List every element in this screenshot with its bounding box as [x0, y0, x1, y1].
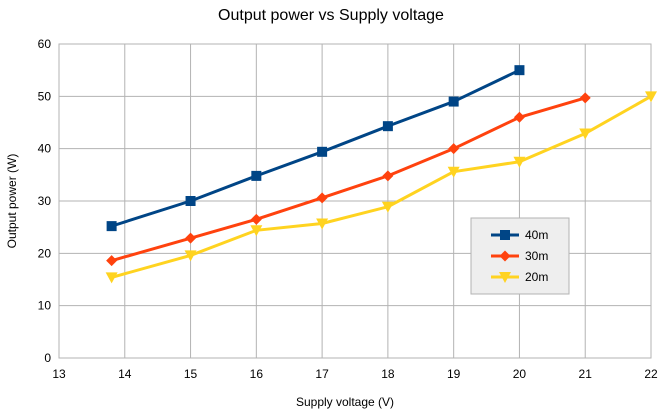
data-point-40m — [514, 65, 525, 76]
x-tick-label: 18 — [381, 367, 395, 381]
data-point-30m — [106, 255, 118, 267]
plot-area-frame — [58, 43, 652, 359]
data-point-30m — [448, 143, 460, 155]
x-tick-label: 20 — [513, 367, 527, 381]
data-point-40m — [317, 146, 328, 157]
data-point-20m — [513, 156, 526, 168]
data-point-20m — [250, 225, 263, 237]
data-point-20m — [447, 166, 460, 178]
y-tick-label: 0 — [44, 351, 51, 365]
data-point-20m — [105, 272, 118, 284]
legend-swatch-marker — [499, 250, 511, 262]
tick-labels: 0 10 20 30 40 50 60 13 14 15 16 17 18 19 20 21 22 — [38, 37, 658, 381]
x-tick-label: 16 — [250, 367, 264, 381]
grid — [58, 43, 652, 359]
x-axis-title: Supply voltage (V) — [296, 395, 394, 409]
data-point-30m — [250, 213, 262, 225]
x-tick-label: 19 — [447, 367, 461, 381]
legend-label-40m: 40m — [525, 228, 548, 242]
x-tick-label: 13 — [52, 367, 66, 381]
data-point-30m — [185, 232, 197, 244]
x-tick-label: 22 — [644, 367, 658, 381]
series-20m — [105, 91, 657, 284]
data-point-20m — [645, 91, 657, 103]
data-point-40m — [106, 221, 117, 232]
x-tick-label: 15 — [184, 367, 198, 381]
chart-title: Output power vs Supply voltage — [218, 7, 444, 24]
data-point-40m — [448, 96, 459, 107]
data-point-30m — [513, 111, 525, 123]
series-group — [105, 65, 657, 284]
y-tick-label: 30 — [38, 194, 52, 208]
y-axis-title: Output power (W) — [5, 154, 19, 249]
data-point-20m — [184, 250, 197, 262]
y-tick-label: 10 — [38, 299, 52, 313]
legend-box — [470, 217, 570, 295]
data-point-30m — [316, 192, 328, 204]
data-point-40m — [251, 170, 262, 181]
legend-label-20m: 20m — [525, 270, 548, 284]
y-tick-label: 40 — [38, 142, 52, 156]
y-tick-label: 20 — [38, 246, 52, 260]
y-tick-label: 50 — [38, 89, 52, 103]
data-point-20m — [381, 201, 394, 213]
legend-label-30m: 30m — [525, 249, 548, 263]
legend-swatch-marker — [499, 272, 511, 283]
data-point-40m — [185, 196, 196, 206]
legend-swatch-marker — [500, 230, 510, 240]
series-30m — [106, 92, 591, 267]
x-tick-label: 21 — [579, 367, 593, 381]
data-point-30m — [579, 92, 591, 104]
legend: 40m 30m 20m — [470, 217, 570, 295]
data-point-20m — [316, 218, 329, 230]
series-line-30m — [111, 96, 586, 263]
series-40m — [106, 65, 525, 232]
x-tick-label: 17 — [315, 367, 329, 381]
x-tick-label: 14 — [118, 367, 132, 381]
y-tick-label: 60 — [38, 37, 52, 51]
data-point-20m — [579, 128, 592, 140]
data-point-30m — [382, 170, 394, 182]
data-point-40m — [382, 121, 393, 132]
